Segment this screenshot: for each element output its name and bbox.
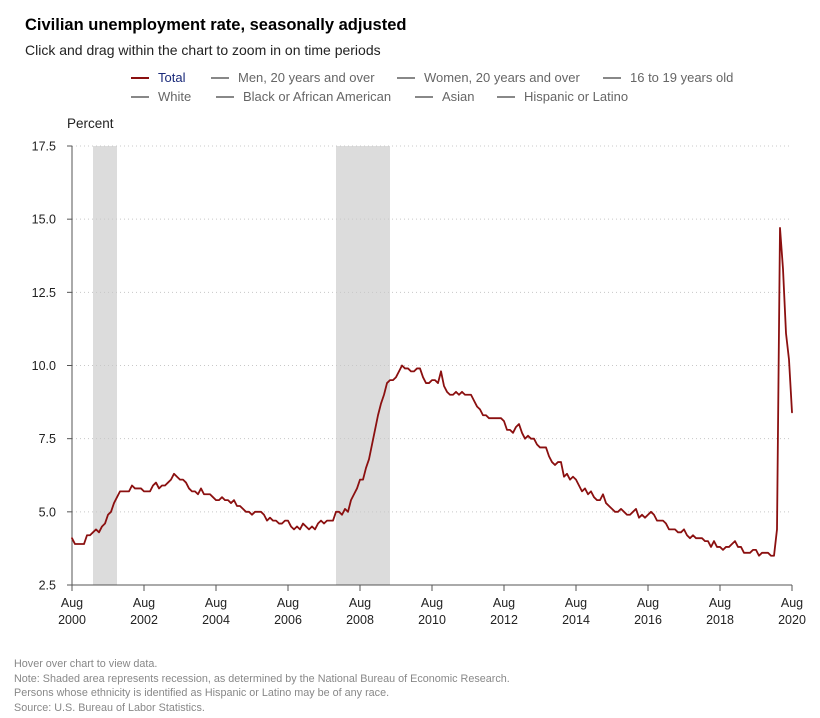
legend-item-label: 16 to 19 years old (630, 70, 734, 85)
x-tick-label-year: 2016 (634, 613, 662, 627)
y-tick-label: 12.5 (32, 286, 56, 300)
x-tick-label-year: 2002 (130, 613, 158, 627)
legend-item-label: Total (158, 70, 186, 85)
legend-item-label: Men, 20 years and over (238, 70, 375, 85)
x-tick-label-month: Aug (61, 596, 83, 610)
legend-swatch (497, 95, 515, 98)
source-note: Source: U.S. Bureau of Labor Statistics. (14, 701, 205, 714)
recession-shading (93, 146, 390, 585)
legend-item-label: Black or African American (243, 89, 392, 104)
x-tick-label-year: 2020 (778, 613, 806, 627)
x-tick-label-year: 2000 (58, 613, 86, 627)
y-tick-label: 17.5 (32, 140, 56, 154)
legend-swatch (131, 95, 149, 98)
y-tick-label: 15.0 (32, 213, 56, 227)
x-tick-label-month: Aug (205, 596, 227, 610)
x-tick-label-year: 2004 (202, 613, 230, 627)
legend-swatch (211, 76, 229, 79)
legend-item-label: Hispanic or Latino (524, 89, 629, 104)
x-tick-label-month: Aug (565, 596, 587, 610)
x-tick-label-month: Aug (637, 596, 659, 610)
ethnicity-note: Persons whose ethnicity is identified as… (14, 687, 390, 700)
chart-legend: Total Men, 20 years and over Women, 20 y… (0, 70, 820, 110)
chart-subtitle: Click and drag within the chart to zoom … (25, 42, 381, 58)
x-tick-label-month: Aug (493, 596, 515, 610)
legend-swatch (603, 76, 621, 79)
gridlines (72, 145, 792, 513)
legend-item-asian[interactable]: Asian (415, 89, 475, 104)
y-tick-label: 10.0 (32, 359, 56, 373)
x-tick-label-year: 2010 (418, 613, 446, 627)
legend-swatch (131, 76, 149, 79)
x-tick-label-year: 2006 (274, 613, 302, 627)
legend-item-hispanic[interactable]: Hispanic or Latino (497, 89, 628, 104)
y-tick-label: 7.5 (39, 432, 56, 446)
x-tick-label-month: Aug (709, 596, 731, 610)
legend-swatch (216, 95, 234, 98)
line-chart[interactable]: 2.5 5.0 7.5 10.0 12.5 15.0 17.5 Aug 2000 Aug 2002 A… (0, 0, 820, 650)
recession-note: Note: Shaded area represents recession, … (14, 672, 510, 685)
legend-item-total[interactable]: Total (131, 70, 185, 85)
hover-note: Hover over chart to view data. (14, 658, 158, 670)
x-tick-label-month: Aug (277, 596, 299, 610)
y-tick-label: 5.0 (39, 505, 56, 519)
y-tick-label: 2.5 (39, 579, 56, 593)
legend-item-label: Asian (442, 89, 475, 104)
legend-item-white[interactable]: White (131, 89, 191, 104)
x-tick-label-year: 2014 (562, 613, 590, 627)
legend-item-label: Women, 20 years and over (424, 70, 580, 85)
series-line-total (71, 227, 793, 557)
legend-item-label: White (158, 89, 192, 104)
legend-item-black[interactable]: Black or African American (216, 89, 391, 104)
x-tick-label-month: Aug (349, 596, 371, 610)
x-tick-label-year: 2012 (490, 613, 518, 627)
axes: 2.5 5.0 7.5 10.0 12.5 15.0 17.5 Aug 2000 Aug 2002 A… (32, 140, 806, 628)
x-tick-label-month: Aug (781, 596, 803, 610)
chart-title: Civilian unemployment rate, seasonally a… (25, 16, 407, 34)
legend-item-women[interactable]: Women, 20 years and over (397, 70, 580, 85)
legend-item-men[interactable]: Men, 20 years and over (211, 70, 375, 85)
y-axis-label: Percent (67, 116, 114, 131)
footnotes: Hover over chart to view data. Note: Sha… (14, 657, 510, 715)
x-tick-label-month: Aug (133, 596, 155, 610)
x-tick-label-month: Aug (421, 596, 443, 610)
legend-swatch (397, 76, 415, 79)
legend-swatch (415, 95, 433, 98)
series-lines (71, 227, 793, 557)
x-tick-label-year: 2018 (706, 613, 734, 627)
x-tick-label-year: 2008 (346, 613, 374, 627)
legend-item-teens[interactable]: 16 to 19 years old (603, 70, 733, 85)
